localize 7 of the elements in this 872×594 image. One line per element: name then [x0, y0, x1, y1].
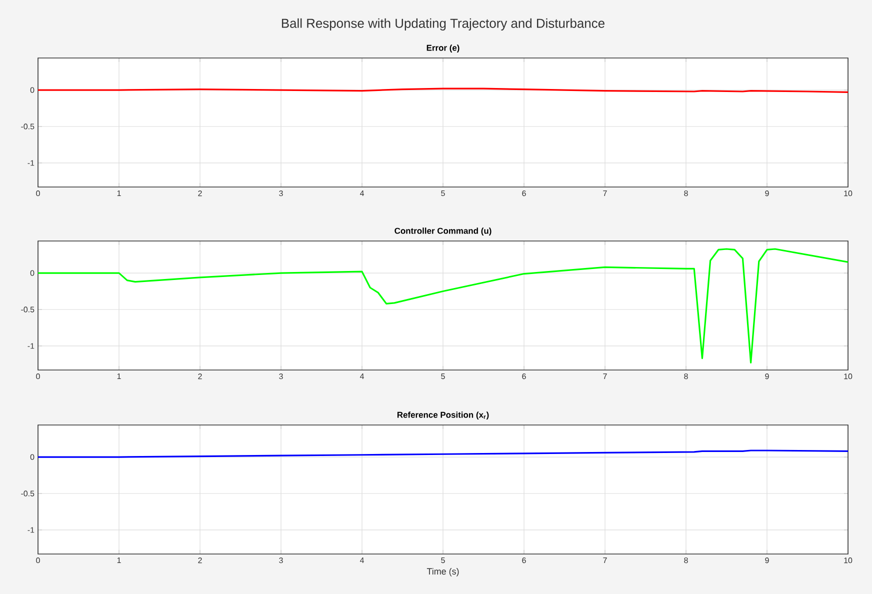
line-series — [38, 248, 848, 364]
chart-subtitle: Controller Command (u) — [394, 228, 492, 236]
line-series — [38, 450, 848, 458]
chart-subtitle: Error (e) — [426, 44, 460, 52]
chart-subtitle: Reference Position (x$_{r}$) — [397, 412, 489, 420]
x-axis-title: Time (s) — [426, 568, 459, 576]
chart-title: Ball Response with Updating Trajectory and Disturbance — [282, 18, 604, 30]
